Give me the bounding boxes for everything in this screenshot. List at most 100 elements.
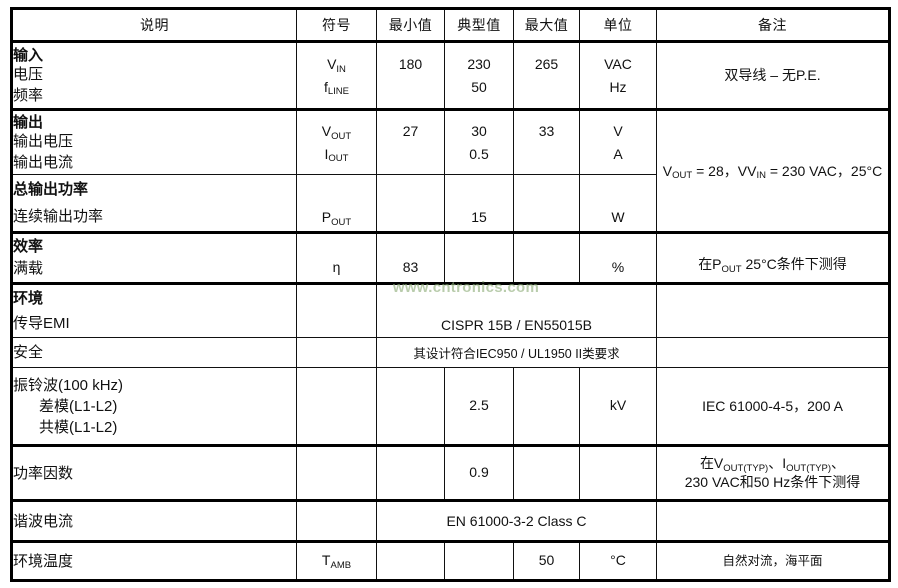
ambient-label: 环境温度 xyxy=(13,552,74,570)
power-factor-unit-cell xyxy=(579,444,657,501)
column-header-remarks: 备注 xyxy=(656,8,890,42)
power-factor-label: 功率因数 xyxy=(13,464,74,482)
safety-remark-cell xyxy=(656,337,890,368)
output-current-unit: A xyxy=(613,146,623,162)
harmonic-remark-cell xyxy=(656,499,890,542)
symbol-vout: VOUT xyxy=(321,123,352,142)
output-current-typ: 0.5 xyxy=(469,146,489,162)
harmonic-label: 谐波电流 xyxy=(13,512,74,530)
table-row-harmonic-current: 谐波电流 EN 61000-3-2 Class C xyxy=(11,499,890,542)
ringing-wave-label: 振铃波(100 kHz) xyxy=(13,376,124,394)
input-symbol-cell: VIN fLINE xyxy=(296,40,377,110)
total-power-section-title: 总输出功率 xyxy=(13,180,89,198)
efficiency-remark-cell: 在POUT 25°C条件下测得 xyxy=(656,231,890,284)
output-voltage-max: 33 xyxy=(538,123,555,140)
ringing-wave-unit-cell: kV xyxy=(579,367,657,446)
column-header-unit: 单位 xyxy=(579,8,657,42)
column-header-symbol: 符号 xyxy=(296,8,377,42)
input-min-cell: 180 xyxy=(376,40,445,110)
safety-label: 安全 xyxy=(13,344,44,361)
differential-mode-label: 差模(L1-L2) xyxy=(39,397,118,415)
ambient-unit-cell: °C xyxy=(579,540,657,581)
column-header-min: 最小值 xyxy=(376,8,445,42)
table-row-total-power: 总输出功率 连续输出功率 POUT 15 W xyxy=(11,174,890,233)
header-row: 说明 符号 最小值 典型值 最大值 单位 备注 xyxy=(11,8,890,42)
symbol-pout: POUT xyxy=(321,209,352,228)
power-factor-description-cell: 功率因数 xyxy=(11,444,297,501)
input-description-cell: 输入 电压 频率 xyxy=(11,40,297,110)
efficiency-description-cell: 效率 满载 xyxy=(11,231,297,284)
symbol-tamb: TAMB xyxy=(321,552,352,571)
input-frequency-unit: Hz xyxy=(609,79,627,95)
power-factor-symbol-cell xyxy=(296,444,377,501)
ringing-wave-symbol-cell xyxy=(296,367,377,446)
total-power-unit-cell: W xyxy=(579,174,657,233)
power-factor-typ-cell: 0.9 xyxy=(444,444,514,501)
input-remark-cell: 双导线 – 无P.E. xyxy=(656,40,890,110)
column-header-typ: 典型值 xyxy=(444,8,514,42)
ambient-symbol-cell: TAMB xyxy=(296,540,377,581)
output-typ-cell: 30 0.5 xyxy=(444,108,514,175)
environment-section-title: 环境 xyxy=(13,289,44,307)
output-min-cell: 27 xyxy=(376,108,445,175)
output-voltage-typ: 30 xyxy=(471,123,487,140)
symbol-vin: VIN xyxy=(327,56,346,75)
safety-value: 其设计符合IEC950 / UL1950 II类要求 xyxy=(376,337,657,368)
environment-emi-remark-cell xyxy=(656,282,890,338)
column-header-max: 最大值 xyxy=(513,8,580,42)
input-voltage-min: 180 xyxy=(398,56,423,73)
input-voltage-label: 电压 xyxy=(13,65,44,83)
safety-description-cell: 安全 xyxy=(11,337,297,368)
output-section-title: 输出 xyxy=(13,113,44,131)
input-max-cell: 265 xyxy=(513,40,580,110)
ringing-wave-description-cell: 振铃波(100 kHz) 差模(L1-L2) 共模(L1-L2) xyxy=(11,367,297,446)
efficiency-unit-cell: % xyxy=(579,231,657,284)
table-header: 说明 符号 最小值 典型值 最大值 单位 备注 xyxy=(11,8,890,42)
efficiency-section-title: 效率 xyxy=(13,238,44,255)
power-factor-max-cell xyxy=(513,444,580,501)
symbol-iout: IOUT xyxy=(324,146,349,165)
safety-symbol-cell xyxy=(296,337,377,368)
input-typ-cell: 230 50 xyxy=(444,40,514,110)
output-voltage-label: 输出电压 xyxy=(13,132,74,150)
environment-emi-symbol-cell xyxy=(296,282,377,338)
total-power-description-cell: 总输出功率 连续输出功率 xyxy=(11,174,297,233)
environment-description-cell: 环境 传导EMI xyxy=(11,282,297,338)
output-remark-cell: VOUT = 28，VVIN = 230 VAC，25°C xyxy=(656,108,890,233)
output-description-cell: 输出 输出电压 输出电流 xyxy=(11,108,297,175)
conducted-emi-label: 传导EMI xyxy=(13,314,70,332)
ambient-remark-cell: 自然对流，海平面 xyxy=(656,540,890,581)
specification-table: 说明 符号 最小值 典型值 最大值 单位 备注 输入 电压 频率 VIN xyxy=(10,7,891,582)
ringing-wave-max-cell xyxy=(513,367,580,446)
input-frequency-typ: 50 xyxy=(471,79,487,95)
input-section-title: 输入 xyxy=(13,46,44,64)
input-voltage-max: 265 xyxy=(534,56,559,73)
output-max-cell: 33 xyxy=(513,108,580,175)
ambient-description-cell: 环境温度 xyxy=(11,540,297,581)
table-row-ambient-temperature: 环境温度 TAMB 50 °C 自然对流，海平面 xyxy=(11,540,890,581)
ringing-wave-min-cell xyxy=(376,367,445,446)
input-frequency-label: 频率 xyxy=(13,86,44,104)
table-row-efficiency: 效率 满载 η 83 % 在POUT 25°C条件下测得 xyxy=(11,231,890,284)
input-unit-cell: VAC Hz xyxy=(579,40,657,110)
common-mode-label: 共模(L1-L2) xyxy=(39,418,118,436)
output-symbol-cell: VOUT IOUT xyxy=(296,108,377,175)
harmonic-description-cell: 谐波电流 xyxy=(11,499,297,542)
total-power-typ-cell: 15 xyxy=(444,174,514,233)
ambient-max-cell: 50 xyxy=(513,540,580,581)
conducted-emi-value: CISPR 15B / EN55015B xyxy=(376,282,657,338)
output-voltage-min: 27 xyxy=(402,123,419,140)
harmonic-symbol-cell xyxy=(296,499,377,542)
table-row-output: 输出 输出电压 输出电流 VOUT IOUT 27 30 0.5 xyxy=(11,108,890,233)
efficiency-min-cell: 83 xyxy=(376,231,445,284)
total-power-max-cell xyxy=(513,174,580,233)
output-current-label: 输出电流 xyxy=(13,153,74,171)
efficiency-max-cell xyxy=(513,231,580,284)
ringing-wave-typ-cell: 2.5 xyxy=(444,367,514,446)
ringing-wave-remark-cell: IEC 61000-4-5，200 A xyxy=(656,367,890,446)
table-row-input: 输入 电压 频率 VIN fLINE 180 230 50 xyxy=(11,40,890,110)
full-load-label: 满载 xyxy=(13,260,44,277)
power-factor-min-cell xyxy=(376,444,445,501)
efficiency-typ-cell xyxy=(444,231,514,284)
